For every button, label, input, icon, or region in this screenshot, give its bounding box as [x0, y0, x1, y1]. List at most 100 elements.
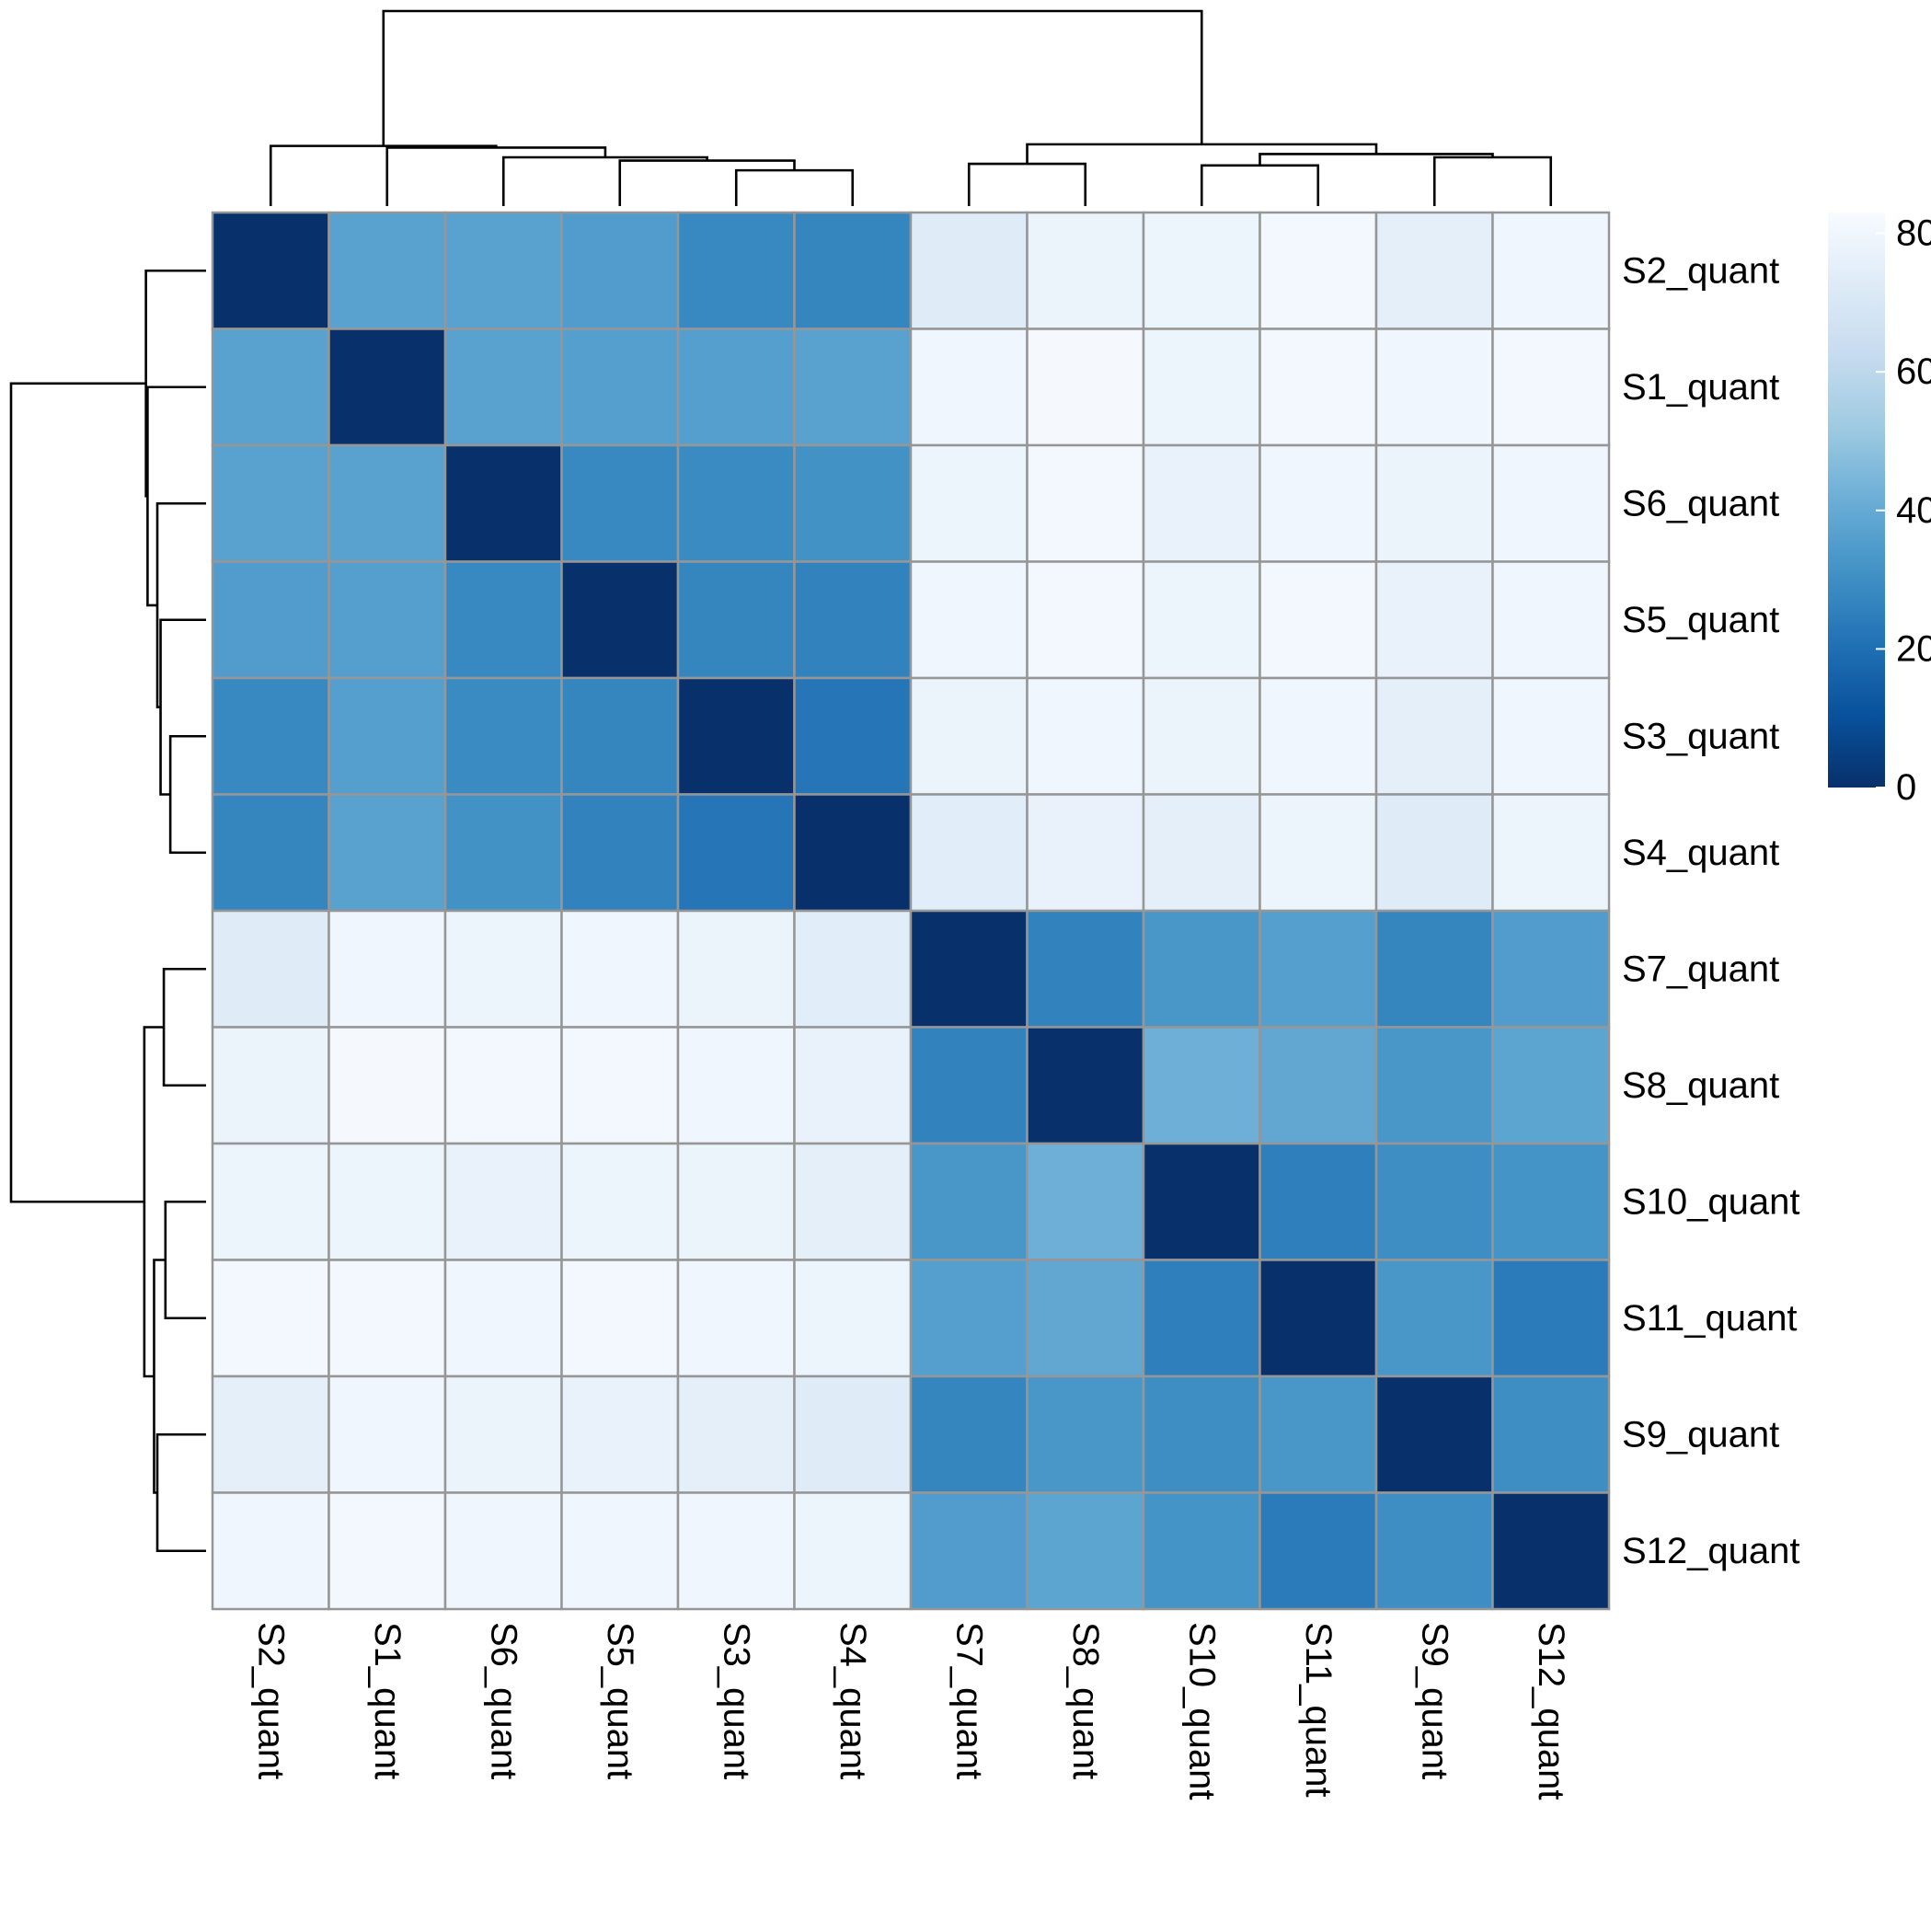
heatmap-cell — [676, 1491, 796, 1611]
column-label-s1-quant: S1_quant — [367, 1622, 408, 1779]
heatmap-cell — [1491, 793, 1611, 913]
column-label-s12-quant: S12_quant — [1531, 1622, 1571, 1800]
heatmap-cell — [1142, 909, 1261, 1029]
column-labels: S2_quant S1_quant S6_quant S5_quant S3_quant… — [250, 1622, 1571, 1800]
heatmap-cell — [676, 1142, 796, 1261]
row-label-s1-quant: S1_quant — [1622, 367, 1779, 408]
column-label-s5-quant: S5_quant — [600, 1622, 640, 1779]
heatmap-cell — [211, 793, 330, 913]
heatmap-cell — [1374, 1259, 1494, 1378]
heatmap-cell — [443, 1374, 563, 1494]
dendrogram-branch — [618, 159, 796, 206]
heatmap-cell — [1374, 1374, 1494, 1494]
heatmap-cell — [1374, 211, 1494, 330]
dendrogram-branch — [159, 618, 206, 796]
heatmap-cell — [1491, 909, 1611, 1029]
heatmap-cell — [211, 1142, 330, 1261]
dendrogram-branch — [155, 501, 206, 708]
heatmap-cell — [211, 676, 330, 796]
row-label-s9-quant: S9_quant — [1622, 1414, 1779, 1455]
heatmap-cell — [1142, 793, 1261, 913]
dendrogram-branch — [1432, 155, 1553, 206]
dendrogram-branch — [967, 162, 1087, 206]
heatmap-cell — [211, 1491, 330, 1611]
heatmap-cell — [211, 211, 330, 330]
heatmap-cell — [328, 211, 447, 330]
heatmap-cell — [676, 1026, 796, 1145]
heatmap-cell — [211, 560, 330, 680]
heatmap-cell — [560, 1026, 680, 1145]
heatmap-cell — [909, 1491, 1029, 1611]
heatmap-cell — [793, 1259, 913, 1378]
dendrogram-branch — [143, 1026, 165, 1378]
heatmap-cell — [1374, 909, 1494, 1029]
heatmap-cell — [443, 1142, 563, 1261]
heatmap-cell — [1374, 328, 1494, 447]
dendrogram-branch — [155, 1432, 206, 1553]
heatmap-cell — [1142, 1026, 1261, 1145]
heatmap-cell — [211, 443, 330, 563]
heatmap-cell — [793, 1026, 913, 1145]
dendrogram-branch — [382, 9, 1203, 146]
row-label-s6-quant: S6_quant — [1622, 483, 1779, 523]
heatmap-cell — [1259, 328, 1378, 447]
heatmap-cell — [1142, 443, 1261, 563]
heatmap-cell — [676, 909, 796, 1029]
heatmap-cell — [676, 560, 796, 680]
column-label-s9-quant: S9_quant — [1414, 1622, 1454, 1779]
dendrogram-branch — [162, 967, 206, 1087]
heatmap-cell — [1374, 676, 1494, 796]
heatmap-cell — [1026, 1142, 1145, 1261]
column-label-s11-quant: S11_quant — [1298, 1622, 1339, 1798]
row-label-s10-quant: S10_quant — [1622, 1181, 1800, 1222]
dendrogram-branch — [1200, 164, 1320, 206]
row-label-s12-quant: S12_quant — [1622, 1531, 1800, 1571]
heatmap-cell — [211, 1026, 330, 1145]
heatmap-cell — [443, 1491, 563, 1611]
heatmap-cell — [443, 443, 563, 563]
heatmap-cell — [328, 560, 447, 680]
color-legend: 0 20 40 60 80 — [1828, 213, 1931, 808]
heatmap-cell — [793, 560, 913, 680]
heatmap-cell — [443, 211, 563, 330]
color-legend-bar — [1828, 213, 1885, 788]
heatmap-cell — [443, 676, 563, 796]
heatmap-cell — [909, 328, 1029, 447]
heatmap-cell — [328, 443, 447, 563]
column-label-s8-quant: S8_quant — [1065, 1622, 1106, 1779]
heatmap-cell — [793, 1491, 913, 1611]
heatmap-cell — [1142, 1491, 1261, 1611]
dendrogram-branch — [269, 144, 498, 206]
heatmap-cell — [793, 909, 913, 1029]
heatmap-cell — [1026, 443, 1145, 563]
heatmap-cells — [211, 211, 1611, 1611]
heatmap-cell — [560, 793, 680, 913]
dendrogram-branch — [153, 1259, 166, 1494]
heatmap-cell — [1026, 1026, 1145, 1145]
row-label-s2-quant: S2_quant — [1622, 250, 1779, 291]
column-label-s6-quant: S6_quant — [483, 1622, 523, 1779]
heatmap-cell — [1491, 1374, 1611, 1494]
heatmap-cell — [443, 909, 563, 1029]
heatmap-cell — [1491, 1491, 1611, 1611]
heatmap-cell — [793, 676, 913, 796]
heatmap-cell — [1491, 328, 1611, 447]
heatmap-cell — [1026, 793, 1145, 913]
heatmap-cell — [560, 909, 680, 1029]
heatmap-cell — [443, 1259, 563, 1378]
heatmap-cell — [676, 1259, 796, 1378]
heatmap-cell — [560, 211, 680, 330]
heatmap-cell — [1491, 443, 1611, 563]
heatmap-cell — [793, 328, 913, 447]
heatmap-cell — [1491, 1259, 1611, 1378]
heatmap-cell — [211, 909, 330, 1029]
heatmap-cell — [1259, 443, 1378, 563]
dendrogram-branch — [734, 168, 855, 206]
heatmap-cell — [560, 1374, 680, 1494]
heatmap-cell — [1142, 1142, 1261, 1261]
heatmap-cell — [1026, 909, 1145, 1029]
heatmap-cell — [328, 909, 447, 1029]
heatmap-cell — [1259, 676, 1378, 796]
heatmap-cell — [560, 560, 680, 680]
